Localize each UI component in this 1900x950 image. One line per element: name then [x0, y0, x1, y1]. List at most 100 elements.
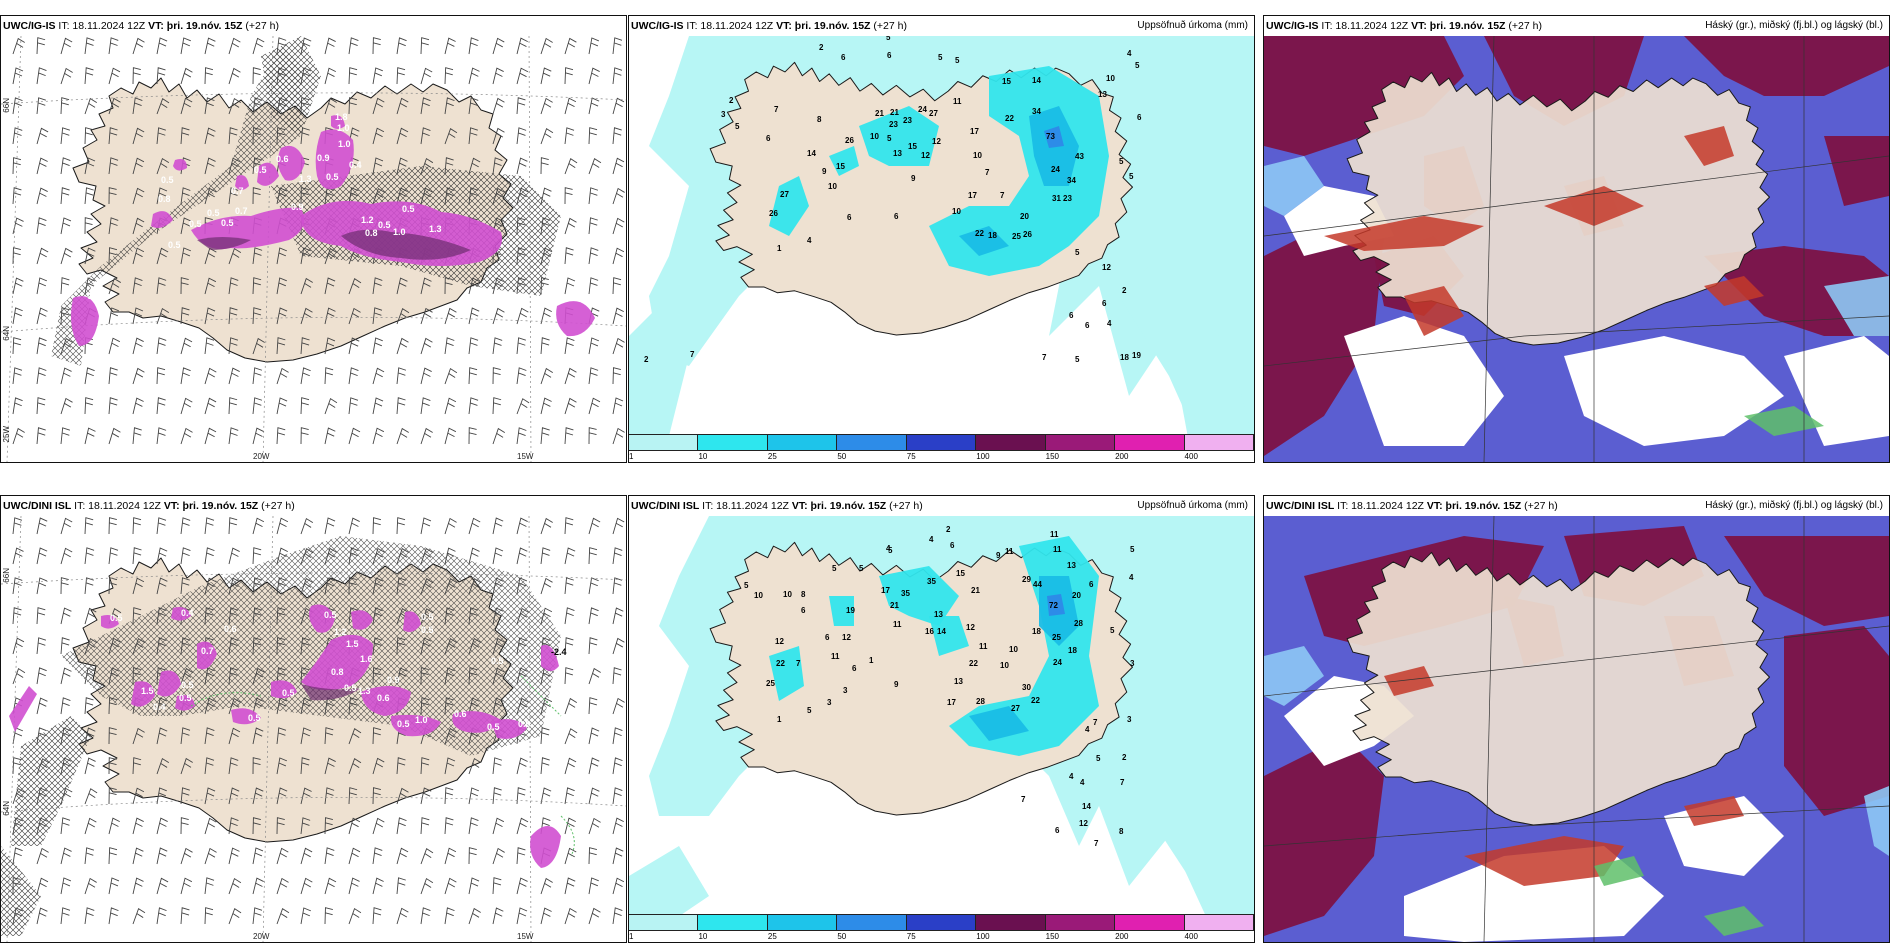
precip-value-label: 5 [886, 36, 891, 42]
icing-value-label: 0.5 [397, 719, 410, 729]
wind-barb-shape [108, 97, 121, 115]
wind-barb [540, 787, 552, 805]
wind-barb [612, 577, 623, 595]
wind-barb-shape [300, 817, 311, 835]
wind-barb [468, 187, 479, 205]
icing-magenta-area [271, 680, 297, 699]
wind-barb [420, 97, 431, 115]
wind-barb [468, 757, 482, 775]
wind-barb [276, 727, 287, 745]
wind-barb-shape [84, 157, 96, 175]
wind-barb [252, 847, 264, 865]
wind-barb [468, 637, 481, 655]
wind-barb-shape [564, 217, 577, 235]
wind-barb-shape [228, 397, 238, 415]
wind-barb-shape [60, 757, 72, 775]
wind-barb-shape [324, 247, 338, 265]
wind-barb [444, 277, 453, 295]
wind-barb-shape [324, 427, 336, 445]
wind-barb-shape [36, 577, 48, 595]
wind-barb-shape [132, 127, 145, 145]
lat-label: 66N [2, 98, 11, 113]
wind-barb [12, 97, 23, 115]
wind-barb [252, 247, 263, 265]
icing-value-label: 0.5 [207, 208, 220, 218]
wind-barb [276, 637, 285, 655]
wind-barb [132, 727, 145, 745]
wind-barb-shape [84, 817, 97, 835]
wind-barb [204, 877, 215, 895]
wind-barb [156, 577, 168, 595]
wind-barb-shape [156, 157, 170, 175]
wind-barb [588, 847, 598, 865]
wind-barb-shape [516, 697, 529, 715]
wind-barb-shape [132, 908, 146, 925]
wind-barb-shape [588, 187, 599, 205]
precip-value-label: 6 [847, 213, 852, 222]
wind-barb [444, 397, 457, 415]
wind-barb [108, 817, 120, 835]
wind-barb-shape [348, 728, 362, 745]
wind-barb-shape [372, 547, 385, 565]
wind-barb-shape [468, 367, 478, 385]
precip-value-label: 5 [807, 706, 812, 715]
wind-barb-shape [612, 307, 624, 325]
wind-barb-shape [84, 877, 97, 895]
wind-barb [372, 757, 385, 775]
wind-barb-shape [324, 67, 336, 85]
precip-value-label: 2 [1122, 286, 1127, 295]
icing-value-label: 0.9 [317, 153, 330, 163]
wind-barb-shape [516, 277, 526, 295]
wind-barb-shape [468, 517, 481, 535]
wind-barb [492, 637, 505, 655]
wind-barb-shape [60, 307, 70, 325]
cloud-high-area [1264, 736, 1384, 936]
wind-barb-shape [444, 128, 458, 145]
precip-value-label: 10 [1009, 645, 1018, 654]
precip-value-label: 5 [744, 581, 749, 590]
wind-barb-shape [348, 337, 360, 355]
wind-barb-shape [228, 157, 241, 175]
wind-barb [612, 817, 624, 835]
wind-barb [300, 307, 313, 325]
precip-value-label: 12 [966, 623, 975, 632]
wind-barb [156, 907, 167, 925]
wind-barb [564, 547, 576, 565]
wind-barb-shape [420, 817, 430, 835]
wind-barb [276, 517, 289, 535]
wind-barb [612, 787, 623, 805]
wind-barb-shape [252, 877, 264, 895]
wind-barb-shape [228, 337, 239, 355]
wind-barb [372, 277, 383, 295]
icing-magenta-area [556, 301, 595, 337]
wind-barb [156, 697, 168, 715]
wind-barb-shape [252, 187, 261, 205]
precip-value-label: 35 [901, 589, 910, 598]
wind-barb [228, 247, 242, 265]
precip-value-label: 11 [893, 620, 902, 629]
wind-barb [180, 427, 193, 445]
wind-barb [12, 247, 21, 265]
wind-barb [324, 817, 333, 835]
wind-barb [300, 37, 312, 55]
wind-barb-shape [372, 337, 383, 355]
panel-header: UWC/IG-IS IT: 18.11.2024 12Z VT: þri. 19… [631, 20, 907, 32]
wind-barb [84, 67, 94, 85]
wind-barb-shape [324, 877, 337, 895]
wind-barb-shape [516, 67, 529, 85]
wind-barb-shape [492, 547, 504, 565]
wind-barb [132, 247, 145, 265]
wind-barb [564, 367, 577, 385]
wind-barb-shape [492, 877, 502, 895]
icing-magenta-area [171, 607, 191, 621]
wind-barb-shape [108, 247, 118, 265]
cloud-mid-area [1704, 276, 1764, 306]
wind-barb [348, 278, 362, 295]
precip-value-label: 14 [1082, 802, 1091, 811]
wind-barb-shape [372, 277, 383, 295]
wind-barb-shape [372, 637, 383, 655]
precip-value-label: 15 [908, 142, 917, 151]
wind-barb-shape [204, 127, 216, 145]
wind-barb [252, 37, 265, 55]
precip-value-label: 23 [1063, 194, 1072, 203]
